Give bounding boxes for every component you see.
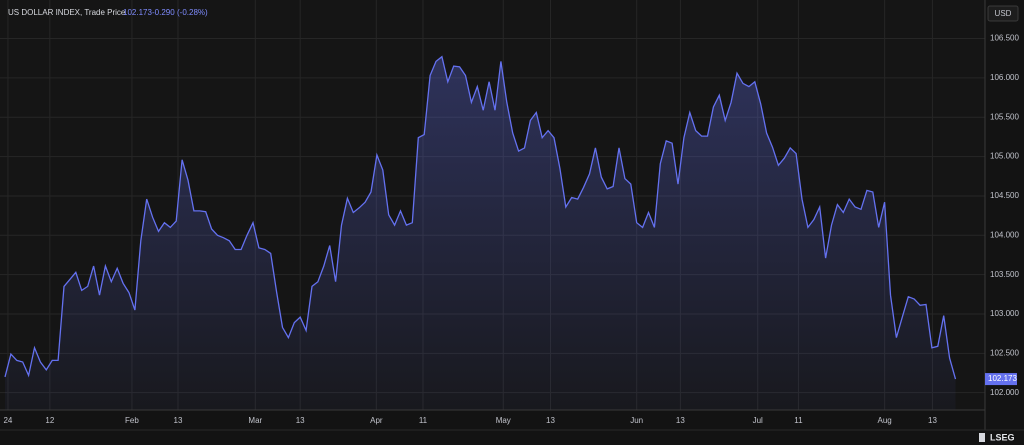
y-tick-label: 104.500 xyxy=(990,191,1019,200)
y-tick-label: 102.000 xyxy=(990,388,1019,397)
x-tick-label: Jun xyxy=(630,416,643,425)
last-price: 102.173 xyxy=(123,8,152,17)
last-price-tag-label: 102.173 xyxy=(988,374,1017,383)
marks xyxy=(4,55,957,410)
y-tick-label: 105.000 xyxy=(990,152,1019,161)
y-tick-label: 103.500 xyxy=(990,270,1019,279)
last-price-tag xyxy=(985,373,1017,386)
y-tick-label: 103.000 xyxy=(990,309,1019,318)
x-tick-label: 12 xyxy=(45,416,54,425)
price-line xyxy=(4,55,957,380)
change-percent: (-0.28%) xyxy=(177,8,208,17)
x-tick-label: 13 xyxy=(546,416,555,425)
x-tick-label: 13 xyxy=(174,416,183,425)
x-tick-label: Apr xyxy=(370,416,383,425)
y-tick-label: 106.000 xyxy=(990,73,1019,82)
x-tick-label: May xyxy=(496,416,511,425)
x-tick-label: Aug xyxy=(878,416,892,425)
currency-label[interactable]: USD xyxy=(995,9,1012,18)
chart-title: US DOLLAR INDEX, Trade Price xyxy=(8,8,126,17)
x-tick-label: 24 xyxy=(3,416,12,425)
change: -0.290 xyxy=(152,8,175,17)
area-fill xyxy=(5,56,956,410)
x-tick-label: 11 xyxy=(419,416,428,425)
y-tick-label: 106.500 xyxy=(990,34,1019,43)
x-tick-label: 13 xyxy=(296,416,305,425)
brand-icon xyxy=(979,433,985,442)
x-tick-label: 13 xyxy=(928,416,937,425)
x-tick-label: 11 xyxy=(794,416,803,425)
currency-button[interactable] xyxy=(987,5,1019,22)
y-tick-label: 104.000 xyxy=(990,230,1019,239)
labels: 102.000 102.500 103.000 103.500 104.000 104.5… xyxy=(3,34,1019,425)
brand-logo: LSEG xyxy=(990,432,1015,442)
x-tick-label: Jul xyxy=(753,416,763,425)
y-tick-label: 102.500 xyxy=(990,348,1019,357)
x-tick-label: 13 xyxy=(676,416,685,425)
x-tick-label: Mar xyxy=(248,416,262,425)
y-tick-label: 105.500 xyxy=(990,112,1019,121)
x-tick-label: Feb xyxy=(125,416,139,425)
